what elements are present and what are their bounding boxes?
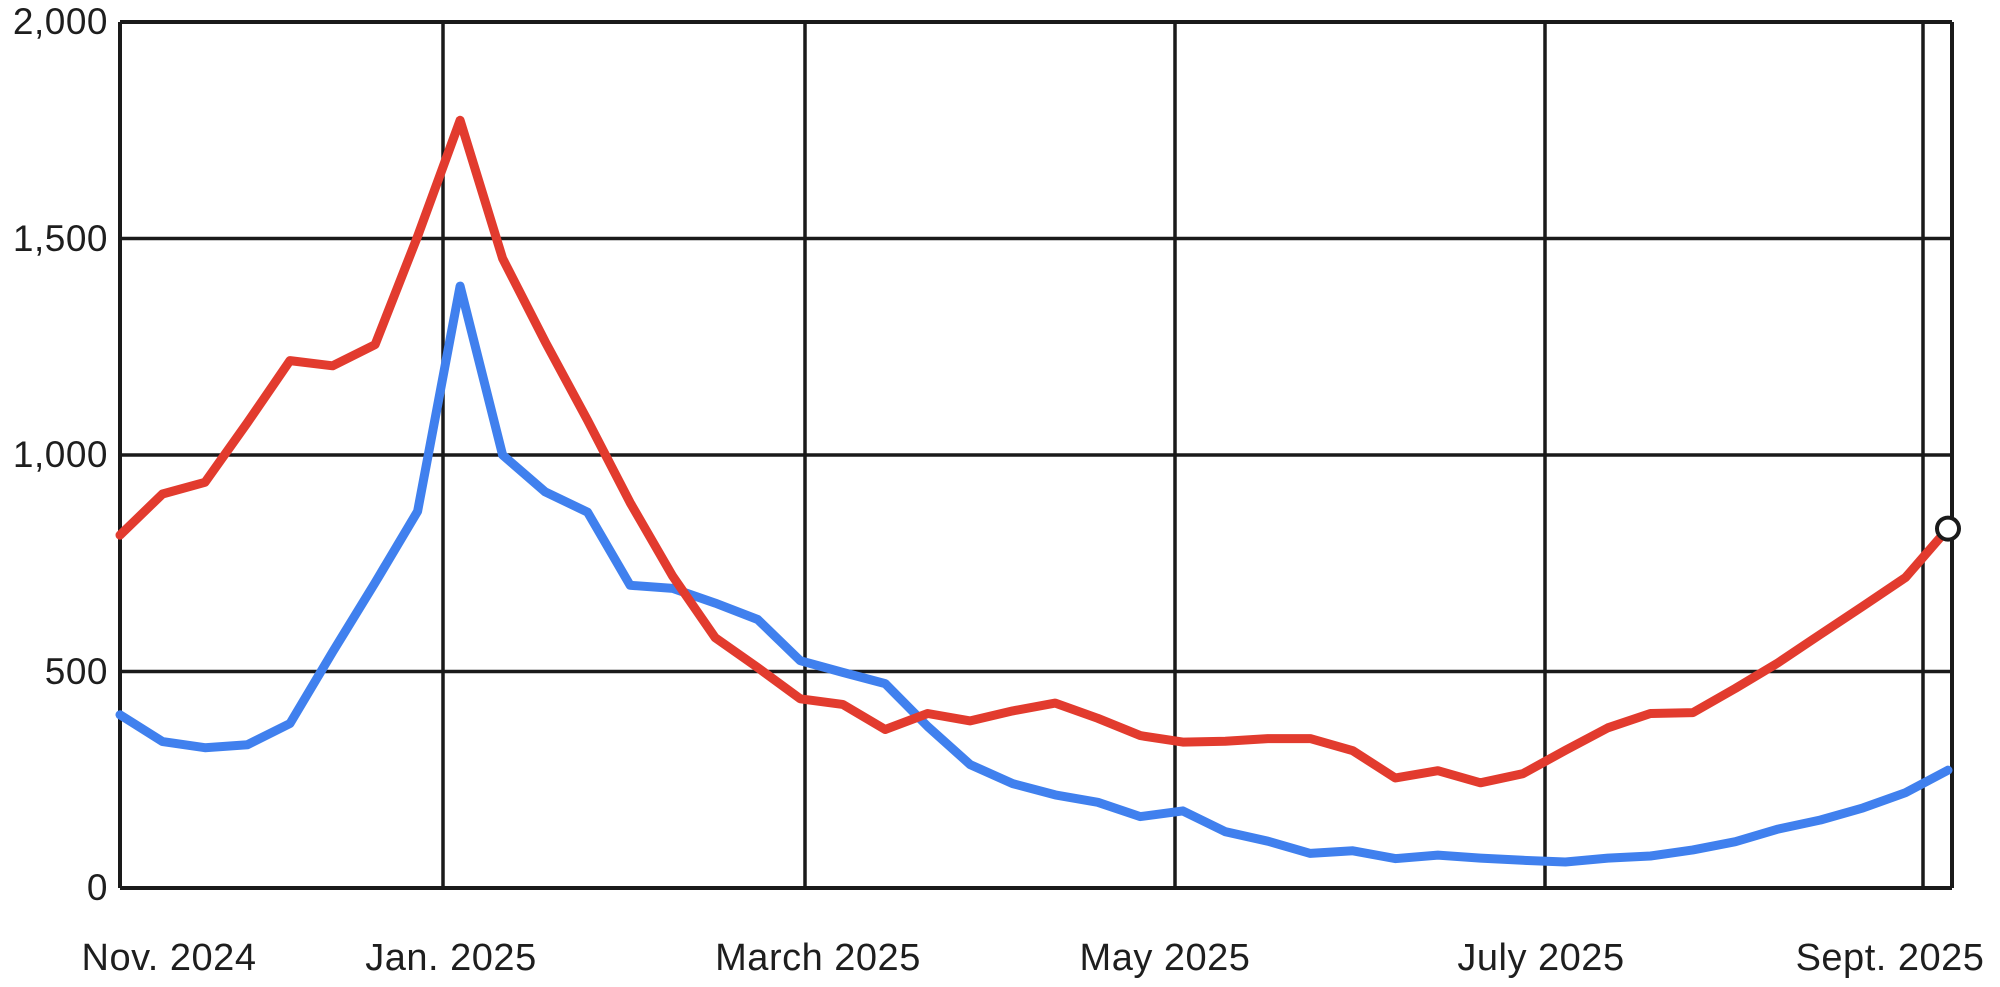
y-axis-tick-label: 1,000: [12, 434, 108, 475]
y-axis-tick-label: 1,500: [12, 217, 108, 259]
x-axis-tick-label: Sept. 2025: [1795, 937, 1985, 979]
y-axis-tick-label: 500: [44, 650, 108, 692]
x-axis-tick-label: July 2025: [1457, 937, 1625, 979]
y-axis-tick-label: 2,000: [12, 1, 108, 42]
red-series-line: [115, 115, 1953, 788]
x-axis-tick-label: Nov. 2024: [81, 937, 257, 979]
blue-series-line: [115, 281, 1953, 867]
latest-point-marker: [1935, 515, 1961, 542]
x-axis-tick-label: May 2025: [1079, 937, 1251, 979]
y-axis-tick-label: 0: [86, 867, 108, 908]
x-axis-tick-label: Jan. 2025: [365, 937, 537, 979]
x-axis-tick-label: March 2025: [715, 937, 921, 979]
